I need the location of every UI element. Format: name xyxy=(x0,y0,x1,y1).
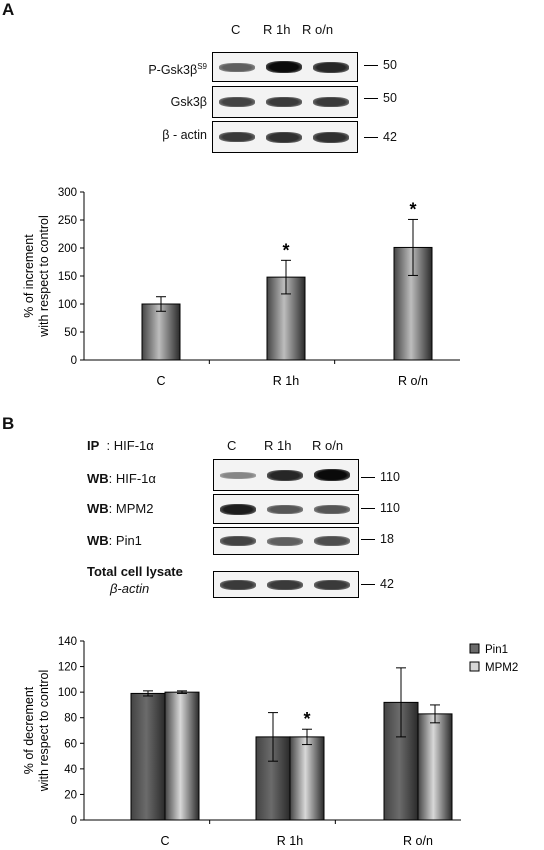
panel-b-lane-r1h: R 1h xyxy=(264,438,292,453)
bar xyxy=(141,303,181,361)
bar xyxy=(164,691,200,821)
blot-band xyxy=(219,97,255,107)
ip-label: IP : HIF-1α xyxy=(87,438,154,453)
x-tick-label: C xyxy=(156,374,165,388)
blot-band xyxy=(314,469,350,481)
blot-band xyxy=(220,580,256,590)
y-axis-label: % of decrement xyxy=(22,686,36,774)
bar-chart-decrement: 0 20 40 60 80 100 120 140 C R 1h R o/n % of decreme… xyxy=(22,636,518,848)
mw-marker-hif: 110 xyxy=(361,470,400,484)
panel-b-lane-c: C xyxy=(227,438,237,453)
bar xyxy=(417,713,453,821)
western-blot-gsk3b xyxy=(212,86,358,118)
blot-label-pin1: WB: Pin1 xyxy=(87,533,142,548)
blot-band xyxy=(313,97,349,107)
blot-band xyxy=(266,61,302,73)
blot-label-gsk3b: Gsk3β xyxy=(170,95,207,109)
significance-star: * xyxy=(303,709,310,729)
y-tick-label: 100 xyxy=(58,299,77,311)
blot-band xyxy=(266,97,302,107)
panel-a-lane-c: C xyxy=(231,22,241,37)
blot-band xyxy=(219,63,255,72)
blot-band xyxy=(313,62,349,73)
total-lysate-label: Total cell lysate xyxy=(87,564,183,579)
blot-band xyxy=(220,504,256,515)
panel-a-lane-r1h: R 1h xyxy=(263,22,291,37)
y-tick-label: 0 xyxy=(71,815,77,827)
y-tick-label: 0 xyxy=(71,355,77,367)
legend-label: Pin1 xyxy=(485,644,508,656)
western-blot-actin-b xyxy=(213,571,359,598)
x-tick-label: R o/n xyxy=(403,834,433,848)
y-axis-label: % of increment xyxy=(22,234,36,318)
mw-marker-pin1: 18 xyxy=(361,532,394,546)
blot-band xyxy=(314,580,350,590)
panel-b-letter: B xyxy=(2,414,15,433)
y-tick-label: 100 xyxy=(58,687,77,699)
panel-a-letter: A xyxy=(2,0,15,19)
blot-band xyxy=(266,132,302,143)
blot-band xyxy=(267,470,303,481)
western-blot-pgsk3b xyxy=(212,52,358,82)
x-tick-label: R o/n xyxy=(398,374,428,388)
blot-band xyxy=(220,536,256,546)
y-tick-label: 250 xyxy=(58,215,77,227)
mw-marker-actin-b: 42 xyxy=(361,577,394,591)
mw-marker-gsk3b: 50 xyxy=(364,91,397,105)
blot-label-actin-a: β - actin xyxy=(162,128,207,142)
blot-band xyxy=(313,132,349,143)
x-tick-label: R 1h xyxy=(277,834,303,848)
y-tick-label: 40 xyxy=(64,764,77,776)
y-axis-label: with respect to control xyxy=(37,670,51,793)
y-axis-label: with respect to control xyxy=(37,215,51,338)
panel-a-lane-ron: R o/n xyxy=(302,22,334,37)
legend-swatch xyxy=(469,643,480,654)
y-tick-label: 200 xyxy=(58,243,77,255)
blot-label-pgsk3b: P-Gsk3βS9 xyxy=(148,62,207,78)
panel-b-lane-ron: R o/n xyxy=(312,438,344,453)
y-tick-label: 60 xyxy=(64,738,77,750)
western-blot-pin1 xyxy=(213,527,359,555)
x-tick-label: C xyxy=(160,834,169,848)
y-tick-label: 140 xyxy=(58,636,77,648)
western-blot-hif xyxy=(213,459,359,491)
bar xyxy=(130,692,166,821)
significance-star: * xyxy=(409,199,416,219)
blot-band xyxy=(267,537,303,546)
mw-marker-mpm2: 110 xyxy=(361,501,400,515)
x-tick-label: R 1h xyxy=(273,374,299,388)
blot-band xyxy=(220,472,256,479)
blot-label-mpm2: WB: MPM2 xyxy=(87,501,154,516)
mw-marker-pgsk3b: 50 xyxy=(364,58,397,72)
y-tick-label: 120 xyxy=(58,662,77,674)
blot-label-hif: WB: HIF-1α xyxy=(87,471,156,486)
blot-band xyxy=(314,536,350,546)
y-tick-label: 300 xyxy=(58,187,77,199)
y-tick-label: 50 xyxy=(64,327,77,339)
mw-marker-actin-a: 42 xyxy=(364,130,397,144)
y-tick-label: 20 xyxy=(64,789,77,801)
legend-swatch xyxy=(469,661,480,672)
blot-band xyxy=(314,505,350,514)
legend-label: MPM2 xyxy=(485,662,518,674)
blot-band xyxy=(219,132,255,142)
western-blot-actin-a xyxy=(212,121,358,153)
y-tick-label: 80 xyxy=(64,713,77,725)
blot-band xyxy=(267,580,303,590)
blot-label-actin-b: β-actin xyxy=(110,581,150,596)
significance-star: * xyxy=(282,240,289,260)
western-blot-mpm2 xyxy=(213,494,359,524)
blot-band xyxy=(267,505,303,514)
y-tick-label: 150 xyxy=(58,271,77,283)
bar xyxy=(289,736,325,821)
bar-chart-increment: 0 50 100 150 200 250 300 C R 1h R o/n % of increme… xyxy=(22,187,460,388)
